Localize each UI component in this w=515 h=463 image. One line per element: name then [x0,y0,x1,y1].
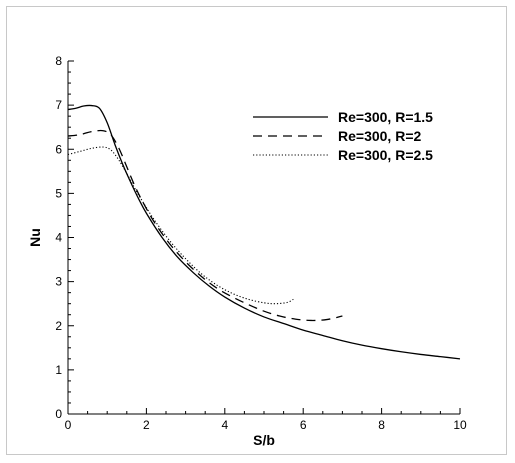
y-tick-label: 7 [55,98,62,112]
y-ticks: 0 1 2 3 4 5 6 7 8 [55,54,74,421]
legend-label-2: Re=300, R=2 [338,128,421,144]
x-tick-label: 0 [65,418,72,432]
y-axis-label: Nu [27,228,43,247]
y-tick-label: 6 [55,142,62,156]
y-tick-label: 1 [55,363,62,377]
y-tick-label: 3 [55,275,62,289]
x-ticks: 0 2 4 6 8 10 [65,408,467,432]
series-line-1 [67,104,461,360]
x-tick-label: 8 [378,418,385,432]
x-tick-label: 2 [143,418,150,432]
x-axis-label: S/b [253,432,275,448]
y-tick-label: 0 [55,407,62,421]
y-tick-label: 2 [55,319,62,333]
y-tick-label: 5 [55,186,62,200]
x-tick-label: 4 [221,418,228,432]
y-tick-label: 4 [55,231,62,245]
series-group [67,104,461,360]
x-tick-label: 6 [300,418,307,432]
x-tick-label: 10 [453,418,467,432]
series-line-2 [67,129,343,322]
chart-frame [6,6,507,455]
legend-label-1: Re=300, R=1.5 [338,109,433,125]
y-tick-label: 8 [55,54,62,68]
legend: Re=300, R=1.5 Re=300, R=2 Re=300, R=2.5 [253,109,433,163]
legend-label-3: Re=300, R=2.5 [338,147,433,163]
series-line-3 [67,146,294,305]
